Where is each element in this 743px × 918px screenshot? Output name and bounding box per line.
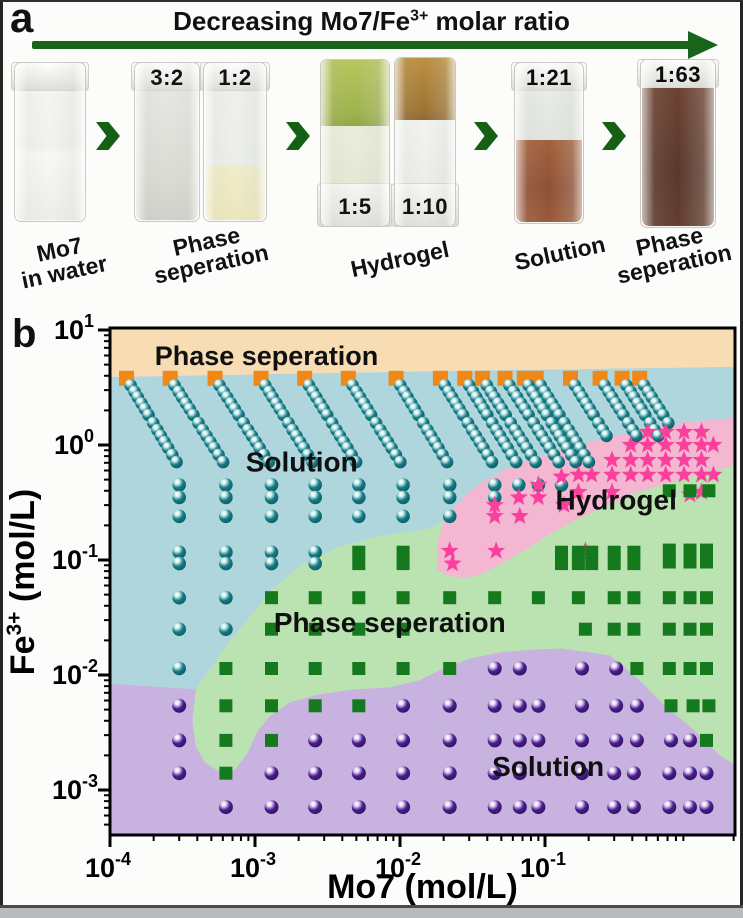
panel-b-label: b bbox=[12, 312, 37, 356]
title-prefix: Decreasing Mo7/Fe bbox=[173, 6, 411, 36]
x-tick-label: 10-1 bbox=[520, 849, 566, 883]
vial-ratio-label: 1:63 bbox=[654, 62, 702, 87]
region-phase-separation-top bbox=[110, 328, 735, 377]
vial-1-5: 1:5 bbox=[317, 59, 393, 227]
figure-border-top bbox=[0, 0, 743, 2]
figure-border-right bbox=[740, 0, 743, 906]
vial-1-21: 1:21 bbox=[511, 62, 587, 224]
vial-ratio-label: 1:10 bbox=[401, 194, 449, 219]
vial-glass bbox=[203, 62, 267, 222]
vial-glass bbox=[640, 59, 716, 228]
series-phase-separation-points bbox=[219, 484, 716, 780]
vial-1-10: 1:10 bbox=[391, 57, 459, 227]
vial-1-2: 1:2 bbox=[200, 62, 270, 222]
vial-glass bbox=[134, 62, 200, 222]
x-axis-title: Mo7 (mol/L) bbox=[327, 868, 518, 906]
x-tick-label: 10-4 bbox=[85, 849, 131, 883]
panel-a-label: a bbox=[10, 0, 34, 41]
region-solution-lower bbox=[110, 648, 735, 835]
vial-ratio-label: 1:21 bbox=[525, 65, 573, 90]
ratio-arrow-head-icon bbox=[688, 31, 718, 59]
panel-a: a Decreasing Mo7/Fe3+ molar ratio 3:2 1:… bbox=[0, 0, 743, 318]
vial-glass bbox=[320, 59, 390, 227]
vial-1-63: 1:63 bbox=[637, 59, 719, 228]
vial-mo7-in-water bbox=[11, 62, 89, 222]
y-axis-title: Fe3+ (mol/L) bbox=[3, 489, 42, 675]
series-solution-dilute-points bbox=[172, 661, 714, 815]
region-label: Solution bbox=[492, 751, 604, 782]
region-labels: Phase seperation Solution Hydrogel Phase se… bbox=[155, 341, 677, 782]
vial-3-2: 3:2 bbox=[131, 62, 203, 222]
vial-ratio-label: 1:2 bbox=[218, 65, 252, 90]
region-label: Solution bbox=[246, 447, 358, 478]
vial-ratio-label: 1:5 bbox=[338, 194, 372, 219]
region-label: Hydrogel bbox=[556, 485, 677, 516]
data-points bbox=[119, 370, 723, 815]
region-label: Phase seperation bbox=[155, 341, 379, 371]
y-tick-label: 10-1 bbox=[52, 541, 98, 575]
y-tick-label: 101 bbox=[54, 311, 94, 345]
series-solution-titration-chains bbox=[124, 379, 675, 676]
figure-border-left bbox=[0, 0, 3, 906]
vial-glass bbox=[514, 62, 584, 224]
vial-glass bbox=[14, 62, 86, 222]
ratio-arrow bbox=[32, 41, 694, 49]
y-tick-label: 10-3 bbox=[52, 771, 98, 805]
y-tick-label: 10-2 bbox=[52, 656, 98, 690]
figure-border-bottom bbox=[0, 905, 743, 908]
vial-glass bbox=[394, 57, 456, 227]
x-tick-label: 10-2 bbox=[375, 849, 421, 883]
region-phase-separation-mid bbox=[192, 465, 735, 773]
y-tick-label: 100 bbox=[54, 426, 94, 460]
vial-ratio-label: 3:2 bbox=[150, 65, 184, 90]
figure-bottom-band bbox=[0, 908, 743, 918]
region-label: Phase seperation bbox=[274, 607, 506, 638]
title-suffix: molar ratio bbox=[428, 6, 570, 36]
title-superscript: 3+ bbox=[410, 7, 429, 25]
axes: 10-4 10-3 10-2 10-1 101 100 10-1 10-2 10-3 Mo7 (m… bbox=[3, 311, 737, 906]
x-tick-label: 10-3 bbox=[230, 849, 276, 883]
panel-a-title: Decreasing Mo7/Fe3+ molar ratio bbox=[0, 6, 743, 37]
